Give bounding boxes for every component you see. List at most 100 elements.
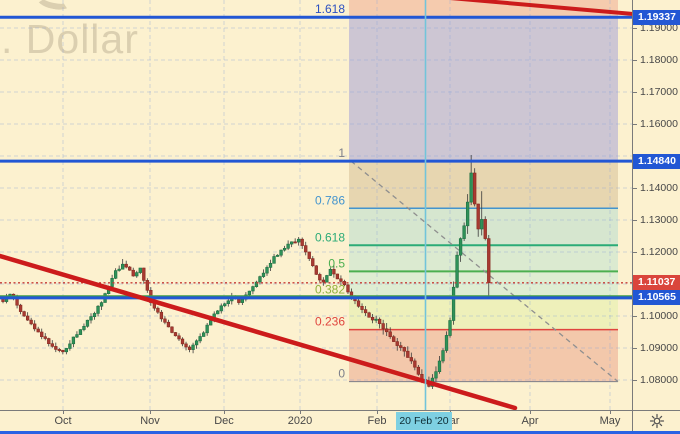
time-axis[interactable]: OctNovDec2020FebMarAprMay20 Feb '20	[0, 410, 632, 431]
candle	[465, 194, 470, 234]
time-tick	[610, 411, 611, 414]
candle	[128, 266, 132, 271]
candle	[444, 331, 449, 353]
fib-zone	[349, 297, 618, 330]
chart-area[interactable]: . Dollar 0 0.236 0.382 0.5 0.618 0.786 1 1.618	[0, 0, 632, 410]
candle	[177, 333, 181, 341]
candle	[282, 245, 287, 252]
candle	[409, 352, 413, 364]
candle	[142, 267, 146, 284]
fib-zone	[349, 271, 618, 298]
candle	[448, 317, 452, 338]
price-tick	[633, 124, 637, 125]
candle	[335, 273, 340, 280]
candle	[138, 267, 142, 275]
price-badge-1.10565[interactable]: 1.10565	[633, 290, 680, 306]
candle	[33, 320, 37, 332]
fib-anchor-dashed-line[interactable]	[350, 160, 619, 383]
candle	[300, 237, 304, 249]
candle	[339, 275, 343, 285]
candle	[61, 349, 65, 355]
candle	[441, 348, 445, 364]
candle	[473, 168, 477, 207]
candle	[483, 216, 487, 241]
candle	[297, 237, 301, 246]
candle	[64, 348, 69, 355]
candle	[385, 323, 389, 336]
candlestick-chart[interactable]: 0 0.236 0.382 0.5 0.618 0.786 1 1.618	[0, 0, 632, 410]
candle	[458, 237, 463, 262]
candle	[156, 306, 160, 314]
candle	[388, 327, 392, 339]
price-tick-label: 1.14000	[640, 182, 678, 194]
candle	[82, 323, 86, 332]
fib-label-0.236: 0.236	[315, 315, 345, 329]
candle	[437, 356, 442, 374]
candle	[47, 337, 51, 347]
symbol-watermark: . Dollar	[1, 16, 139, 62]
candle	[321, 277, 325, 286]
candle	[328, 267, 333, 276]
trendline-main-descending[interactable]	[0, 253, 518, 410]
price-axis[interactable]: 1.19000 1.18000 1.17000 1.16000 1.14000 1.130…	[632, 0, 680, 410]
trendline-upper-right[interactable]	[449, 0, 632, 16]
candle	[304, 241, 308, 256]
price-tick-label: 1.13000	[640, 214, 678, 226]
candle	[96, 305, 100, 317]
candle	[311, 256, 315, 268]
candle	[275, 254, 280, 257]
candle	[29, 317, 33, 326]
candle	[194, 339, 199, 349]
fib-label-0.5: 0.5	[328, 256, 345, 270]
candle	[191, 342, 195, 354]
candle	[289, 241, 294, 248]
candle	[374, 315, 378, 323]
price-badge-1.14840[interactable]: 1.14840	[633, 153, 680, 169]
time-label-Feb: Feb	[367, 415, 387, 427]
axis-corner	[632, 410, 680, 431]
time-tick	[377, 411, 378, 414]
candle	[251, 285, 255, 295]
candle	[307, 251, 311, 261]
candle	[279, 249, 283, 258]
candle	[40, 328, 44, 340]
candle	[395, 338, 399, 351]
price-tick	[633, 316, 637, 317]
time-label-Oct: Oct	[54, 415, 72, 427]
candle	[406, 346, 410, 358]
price-badge-1.11037[interactable]: 1.11037	[633, 275, 680, 291]
candle	[451, 281, 456, 325]
candle	[240, 298, 245, 305]
candle	[258, 275, 262, 285]
candle	[36, 326, 40, 333]
candle	[268, 259, 273, 271]
candle	[223, 302, 227, 308]
settings-gear-icon[interactable]	[648, 412, 666, 430]
price-tick	[633, 348, 637, 349]
time-tick	[300, 411, 301, 414]
price-tick	[633, 28, 637, 29]
candle	[57, 348, 61, 353]
candle	[381, 319, 385, 335]
price-tick-label: 1.10000	[640, 310, 678, 322]
candle	[43, 333, 47, 341]
time-tick	[224, 411, 225, 414]
candle	[286, 240, 290, 251]
price-tick-label: 1.17000	[640, 86, 678, 98]
candles-series	[1, 155, 491, 389]
price-tick	[633, 60, 637, 61]
candle	[462, 222, 466, 241]
time-tick	[150, 411, 151, 414]
candle	[173, 332, 178, 337]
candle	[99, 301, 104, 310]
candle	[75, 331, 79, 338]
time-label-May: May	[599, 415, 621, 427]
price-badge-1.19337[interactable]: 1.19337	[633, 9, 680, 25]
time-label-Nov: Nov	[140, 415, 160, 427]
candle	[22, 310, 26, 317]
candle	[367, 311, 371, 318]
candle	[54, 342, 58, 353]
candle	[18, 303, 23, 315]
fib-zone	[349, 329, 618, 382]
time-tick	[530, 411, 531, 414]
